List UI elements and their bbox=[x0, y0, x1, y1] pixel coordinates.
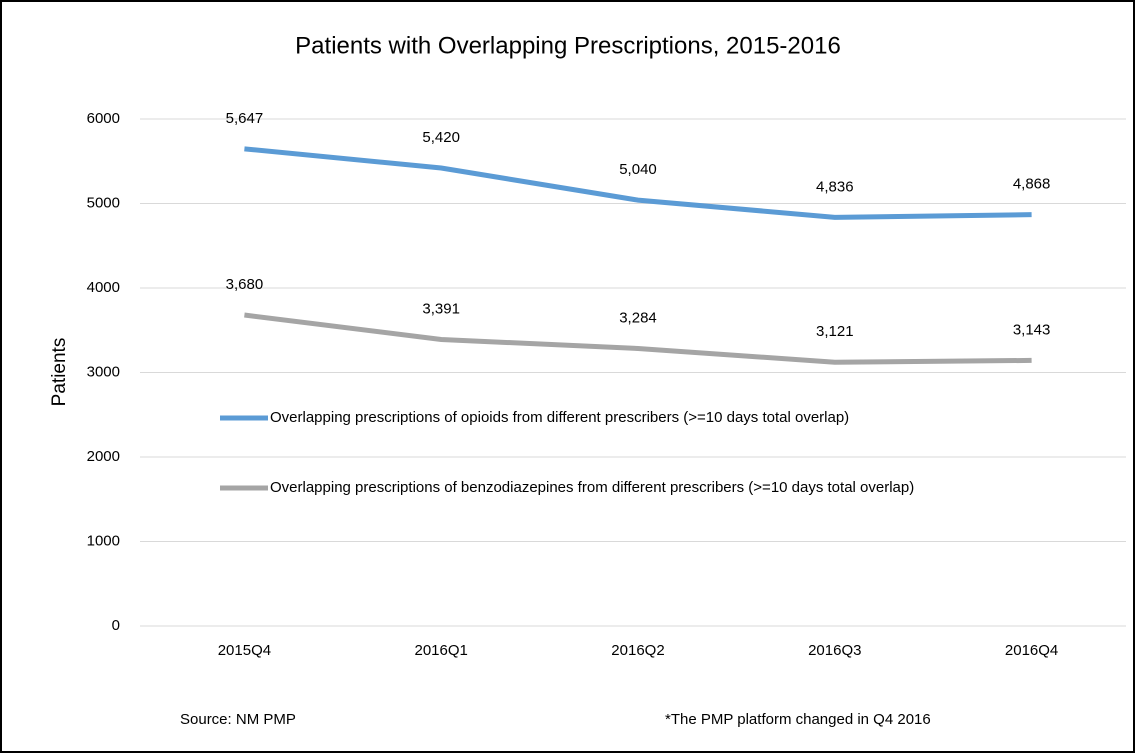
y-tick-label: 5000 bbox=[87, 194, 120, 211]
chart-title: Patients with Overlapping Prescriptions,… bbox=[295, 32, 841, 59]
x-tick-label: 2016Q1 bbox=[415, 642, 468, 659]
x-tick-label: 2016Q4 bbox=[1005, 642, 1058, 659]
x-tick-label: 2015Q4 bbox=[218, 642, 271, 659]
data-label: 3,284 bbox=[619, 309, 657, 326]
legend-label: Overlapping prescriptions of benzodiazep… bbox=[270, 479, 914, 496]
series-line bbox=[244, 146, 1032, 220]
y-tick-label: 0 bbox=[112, 617, 120, 634]
data-label: 3,121 bbox=[816, 323, 854, 340]
data-label: 3,391 bbox=[422, 300, 460, 317]
x-tick-label: 2016Q3 bbox=[808, 642, 861, 659]
y-tick-label: 4000 bbox=[87, 279, 120, 296]
source-note: Source: NM PMP bbox=[180, 711, 296, 728]
legend-label: Overlapping prescriptions of opioids fro… bbox=[270, 409, 849, 426]
x-tick-label: 2016Q2 bbox=[611, 642, 664, 659]
data-label: 5,040 bbox=[619, 161, 657, 178]
data-label: 5,647 bbox=[226, 110, 264, 127]
y-tick-label: 2000 bbox=[87, 448, 120, 465]
footnote: *The PMP platform changed in Q4 2016 bbox=[665, 711, 931, 728]
data-label: 3,680 bbox=[226, 276, 264, 293]
series-line bbox=[244, 312, 1032, 365]
y-tick-label: 1000 bbox=[87, 532, 120, 549]
data-label: 4,868 bbox=[1013, 176, 1051, 193]
y-tick-label: 3000 bbox=[87, 363, 120, 380]
y-tick-label: 6000 bbox=[87, 110, 120, 127]
data-label: 3,143 bbox=[1013, 321, 1051, 338]
y-axis-label: Patients bbox=[49, 338, 70, 407]
data-label: 4,836 bbox=[816, 178, 854, 195]
data-label: 5,420 bbox=[422, 129, 460, 146]
